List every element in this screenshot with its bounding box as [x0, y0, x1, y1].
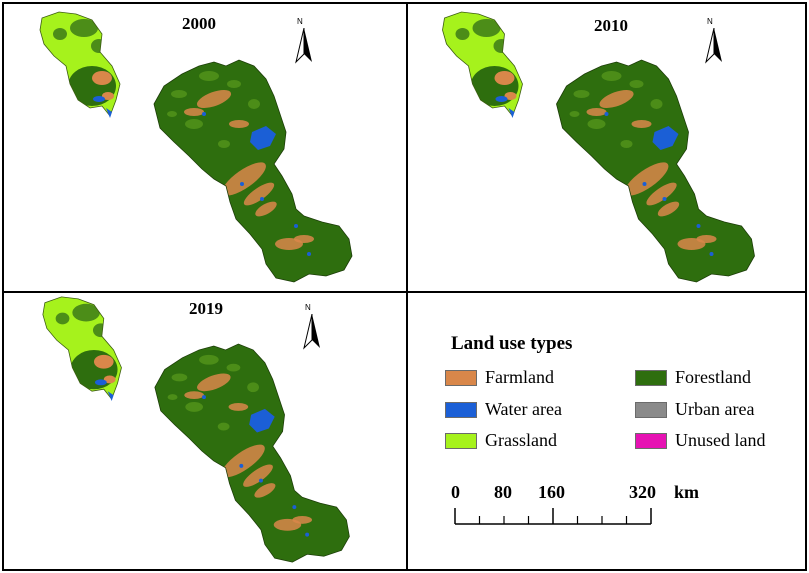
northwest-region	[42, 296, 122, 400]
north-label: N	[305, 303, 311, 312]
legend-item-forestland: Forestland	[635, 367, 751, 388]
legend-label: Grassland	[485, 430, 557, 450]
legend-swatch	[445, 401, 477, 418]
legend-panel: Land use types Farmland Forestland Water…	[405, 290, 805, 569]
legend-label: Forestland	[675, 367, 751, 387]
panel-year-label: 2000	[182, 14, 216, 33]
reservoir	[106, 108, 112, 118]
legend-label: Urban area	[675, 399, 755, 419]
legend-swatch	[635, 432, 667, 449]
reservoir	[107, 391, 114, 402]
panel-year-label: 2019	[189, 299, 223, 318]
northwest-region	[442, 12, 523, 116]
legend-swatch	[635, 369, 667, 386]
scale-tick-label-80: 80	[494, 482, 512, 502]
legend-label: Water area	[485, 399, 562, 419]
north-arrow-icon	[705, 28, 722, 64]
legend-item-unused-land: Unused land	[635, 430, 765, 451]
land-use-map-2000	[39, 11, 353, 283]
legend-swatch	[635, 401, 667, 418]
map-panel-2000: 2000 N	[4, 4, 402, 287]
legend-item-grassland: Grassland	[445, 430, 557, 451]
main-region	[556, 60, 755, 282]
north-label: N	[297, 17, 303, 26]
land-use-map-2019	[42, 296, 350, 563]
north-arrow-icon	[295, 28, 312, 64]
main-region	[154, 344, 350, 563]
legend-item-water-area: Water area	[445, 399, 562, 420]
legend-item-farmland: Farmland	[445, 367, 554, 388]
panel-divider-vertical	[406, 4, 408, 569]
reservoir	[508, 108, 515, 118]
northwest-region	[40, 12, 120, 116]
legend-label: Unused land	[675, 430, 766, 450]
scale-tick-label-320: 320	[629, 482, 656, 502]
panel-year-label: 2010	[594, 16, 628, 35]
north-label: N	[707, 17, 713, 26]
map-panel-2019: 2019 N	[4, 291, 402, 569]
main-region	[154, 60, 352, 282]
scale-tick-label-160: 160	[538, 482, 565, 502]
legend-swatch	[445, 432, 477, 449]
north-arrow-icon	[303, 314, 320, 350]
legend-item-urban-area: Urban area	[635, 399, 754, 420]
scale-unit-label: km	[674, 482, 700, 502]
legend-swatch	[445, 369, 477, 386]
legend-label: Farmland	[485, 367, 554, 387]
legend-title: Land use types	[451, 333, 573, 354]
scale-tick-label-0: 0	[451, 482, 460, 502]
land-use-map-2010	[442, 11, 755, 283]
scale-bar	[454, 508, 652, 525]
map-panel-2010: 2010 N	[406, 4, 805, 287]
panel-divider-horizontal	[4, 291, 805, 293]
